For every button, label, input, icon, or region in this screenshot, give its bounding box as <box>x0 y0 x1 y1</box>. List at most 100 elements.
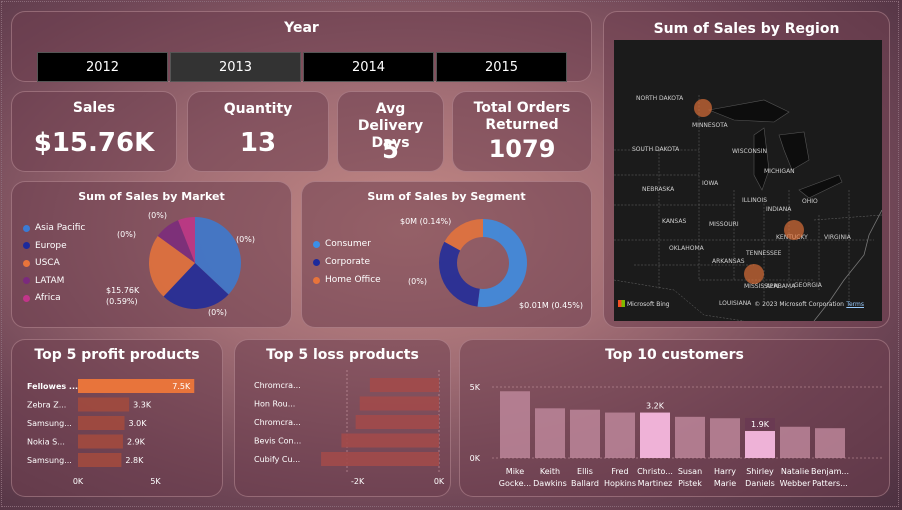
segment-slice-home-office[interactable] <box>444 219 483 251</box>
profit-bar[interactable] <box>78 434 123 449</box>
profit-category-label: Samsung... <box>27 419 72 428</box>
market-slice-latam[interactable] <box>157 220 195 263</box>
segment-legend-label: Home Office <box>325 275 381 285</box>
customer-name-label: Ballard <box>571 479 599 488</box>
segment-slice-consumer[interactable] <box>477 219 527 307</box>
profit-tick-label: 0K <box>73 477 84 486</box>
customer-name-label: Hopkins <box>604 479 636 488</box>
profit-value-label: 2.8K <box>125 456 144 465</box>
market-legend-label: Asia Pacific <box>35 223 86 233</box>
map-terms-link[interactable]: Terms <box>846 301 864 308</box>
profit-bar[interactable] <box>78 416 125 430</box>
market-legend-label: Africa <box>35 293 61 303</box>
segment-label-0: $0M (0.14%) <box>400 217 452 226</box>
loss-bar[interactable] <box>359 396 439 411</box>
market-legend-label: Europe <box>35 240 67 251</box>
market-legend-item[interactable]: Asia Pacific <box>23 223 85 233</box>
loss-products-card: Top 5 loss products Chromcra... Hon Rou..… <box>234 339 451 497</box>
year-option-2014[interactable]: 2014 <box>303 52 434 82</box>
central-region-bubble[interactable] <box>694 99 712 117</box>
map-canvas[interactable]: NORTH DAKOTA MINNESOTA SOUTH DAKOTA WISCONS… <box>614 40 882 321</box>
customer-value-label: 1.9K <box>751 420 770 429</box>
customer-name-label: Shirley <box>746 467 774 476</box>
market-legend-item[interactable]: Europe <box>23 241 67 251</box>
profit-bar[interactable] <box>78 453 122 467</box>
profit-category-label: Samsung... <box>27 456 72 465</box>
segment-legend-item[interactable]: Consumer <box>313 239 371 249</box>
map-label-kansas: KANSAS <box>662 218 687 225</box>
bing-logo-icon <box>618 300 625 307</box>
lake-superior-shape <box>707 99 790 123</box>
market-pie-title: Sum of Sales by Market <box>78 190 225 203</box>
market-legend-item[interactable]: LATAM <box>23 276 64 286</box>
year-option-2012[interactable]: 2012 <box>37 52 168 82</box>
year-option-2015[interactable]: 2015 <box>436 52 567 82</box>
profit-products-title: Top 5 profit products <box>34 347 200 363</box>
customer-bar[interactable] <box>710 418 740 458</box>
profit-bar[interactable] <box>78 397 130 412</box>
segment-legend-item[interactable]: Home Office <box>313 275 381 285</box>
market-legend-swatch <box>23 277 30 284</box>
segment-donut-svg <box>439 219 527 307</box>
market-slice-usca[interactable] <box>149 235 195 297</box>
map-svg <box>614 95 882 321</box>
map-label-north-dakota: NORTH DAKOTA <box>636 95 684 102</box>
customer-bar[interactable] <box>745 431 775 458</box>
customer-bar[interactable] <box>675 416 705 458</box>
customer-name-label: Ellis <box>577 467 593 476</box>
loss-tick-label: 0K <box>434 477 445 486</box>
customer-name-label: Gocke... <box>499 479 531 488</box>
lake-erie-shape <box>798 174 843 199</box>
market-label-3: $15.76K <box>106 286 140 295</box>
segment-slice-corporate[interactable] <box>439 241 480 307</box>
loss-category-label: Chromcra... <box>254 381 301 390</box>
loss-category-label: Hon Rou... <box>254 400 295 409</box>
customer-bar[interactable] <box>780 426 810 458</box>
market-legend-item[interactable]: Africa <box>23 293 61 303</box>
map-label-virginia: VIRGINIA <box>824 234 851 241</box>
lake-michigan-shape <box>753 127 770 191</box>
customer-bar[interactable] <box>500 391 530 458</box>
profit-value-label: 2.9K <box>127 438 146 447</box>
customers-tick-label: 5K <box>470 383 481 392</box>
market-legend-item[interactable]: USCA <box>23 258 60 268</box>
east-region-bubble[interactable] <box>784 220 804 240</box>
customer-name-label: Patters... <box>812 479 848 488</box>
south-region-bubble[interactable] <box>744 264 764 284</box>
map-label-iowa: IOWA <box>702 180 719 187</box>
market-slice-asia-pacific[interactable] <box>195 217 241 295</box>
segment-legend-item[interactable]: Corporate <box>313 257 370 267</box>
delivery-kpi-card: Avg Delivery Days 5 <box>337 91 444 172</box>
customers-tick-label: 0K <box>470 454 481 463</box>
loss-bar[interactable] <box>321 452 439 466</box>
map-label-nebraska: NEBRASKA <box>642 186 675 193</box>
market-pie-card: Sum of Sales by Market Asia Pacific Europ… <box>11 181 292 328</box>
customer-bar[interactable] <box>605 412 635 458</box>
map-label-minnesota: MINNESOTA <box>692 122 728 129</box>
year-option-2013[interactable]: 2013 <box>170 52 301 82</box>
loss-bar[interactable] <box>369 378 439 392</box>
market-label-1: (0%) <box>117 230 136 239</box>
customer-name-label: Christo... <box>637 467 673 476</box>
region-map-card: Sum of Sales by Region NORTH DAKOTA MINNE… <box>603 11 890 328</box>
segment-label-1: (0%) <box>408 277 427 286</box>
customer-bar[interactable] <box>570 409 600 458</box>
market-slice-europe[interactable] <box>163 263 229 309</box>
customer-name-label: Benjam... <box>811 467 849 476</box>
customer-bar[interactable] <box>815 428 845 458</box>
profit-category-label: Zebra Z... <box>27 401 66 410</box>
segment-label-2: $0.01M (0.45%) <box>519 301 584 310</box>
profit-bar[interactable] <box>78 379 195 393</box>
loss-bar[interactable] <box>341 433 439 448</box>
quantity-kpi-card: Quantity 13 <box>187 91 329 172</box>
loss-bar[interactable] <box>355 415 439 429</box>
customer-bar[interactable] <box>640 412 670 458</box>
market-slice-africa[interactable] <box>178 217 195 263</box>
customer-bar[interactable] <box>535 408 565 458</box>
loss-category-label: Bevis Con... <box>254 437 301 446</box>
customer-name-label: Mike <box>506 467 524 476</box>
customer-name-label: Keith <box>540 467 560 476</box>
year-slicer-card: Year 2012 2013 2014 2015 <box>11 11 592 82</box>
region-map-title: Sum of Sales by Region <box>653 21 840 37</box>
customer-name-label: Marie <box>714 479 736 488</box>
